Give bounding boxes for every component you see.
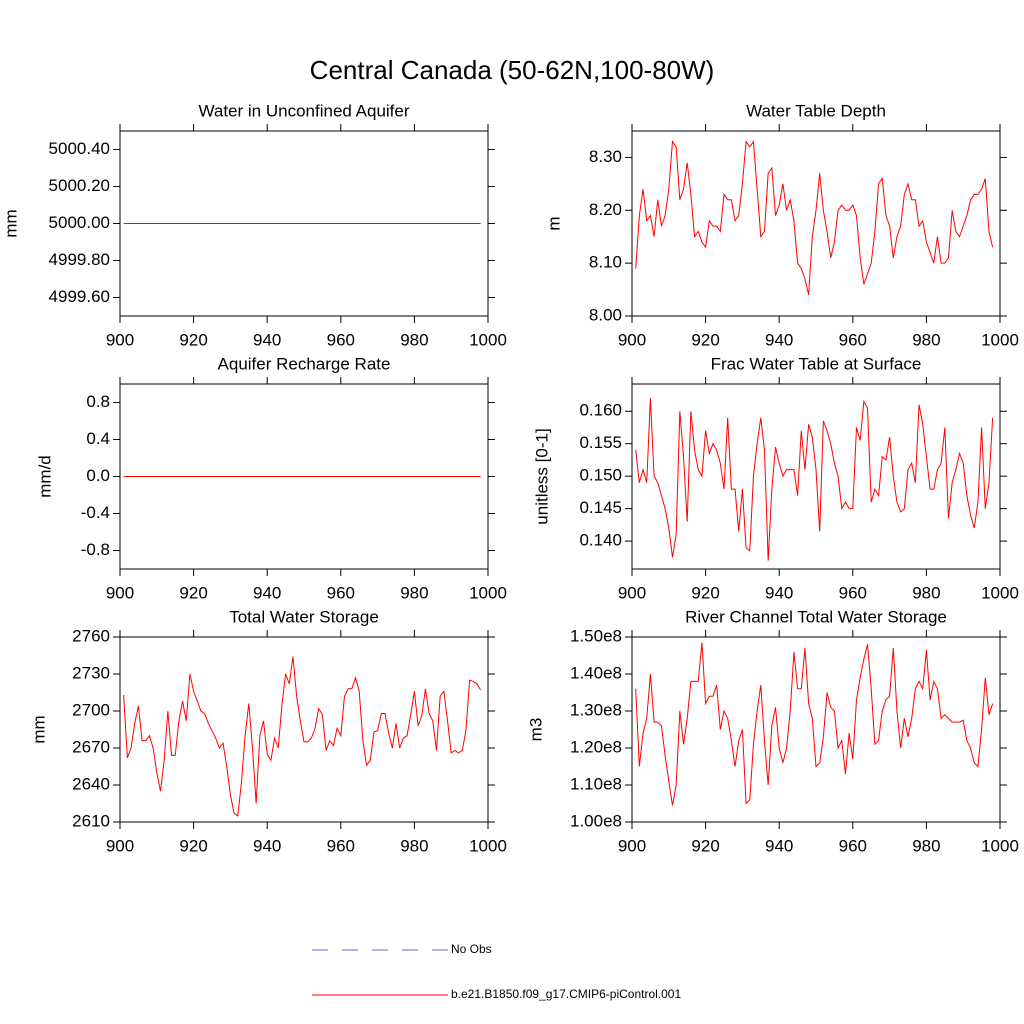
x-tick-label: 960	[327, 583, 355, 602]
y-tick-label: 8.10	[589, 253, 622, 272]
plot-frame	[119, 636, 489, 823]
panel-title: Total Water Storage	[229, 607, 379, 626]
data-line	[635, 140, 994, 295]
x-tick-label: 980	[400, 330, 428, 349]
panel-title: River Channel Total Water Storage	[685, 607, 947, 626]
x-tick-label: 940	[253, 836, 281, 855]
panel-title: Aquifer Recharge Rate	[218, 354, 391, 373]
y-tick-label: 2730	[72, 663, 110, 682]
y-tick-label: 0.160	[579, 401, 622, 420]
y-tick-label: 1.10e8	[570, 774, 622, 793]
y-axis-label: mm	[1, 209, 20, 237]
y-tick-label: -0.4	[81, 503, 110, 522]
y-tick-label: 0.0	[86, 466, 110, 485]
y-tick-label: 0.140	[579, 531, 622, 550]
y-tick-label: 8.00	[589, 305, 622, 324]
x-tick-label: 900	[618, 330, 646, 349]
y-tick-label: 4999.80	[49, 250, 110, 269]
y-axis-label: m	[544, 216, 563, 230]
x-tick-label: 1000	[469, 583, 507, 602]
x-tick-label: 920	[691, 583, 719, 602]
y-tick-label: 8.30	[589, 147, 622, 166]
y-axis-label: mm/d	[35, 455, 54, 498]
data-line	[123, 656, 482, 817]
y-axis-label: mm	[29, 715, 48, 743]
panel-title: Water Table Depth	[746, 101, 886, 120]
y-tick-label: 2610	[72, 811, 110, 830]
legend-label: No Obs	[451, 942, 492, 956]
y-tick-label: 5000.40	[49, 139, 110, 158]
x-tick-label: 980	[400, 836, 428, 855]
x-tick-label: 960	[327, 330, 355, 349]
y-tick-label: 0.4	[86, 429, 110, 448]
figure-title: Central Canada (50-62N,100-80W)	[310, 55, 715, 85]
y-tick-label: 1.00e8	[570, 811, 622, 830]
x-tick-label: 980	[912, 330, 940, 349]
y-tick-label: 1.40e8	[570, 663, 622, 682]
x-tick-label: 920	[179, 330, 207, 349]
data-line	[635, 642, 994, 806]
x-tick-label: 1000	[981, 330, 1019, 349]
x-tick-label: 980	[912, 836, 940, 855]
x-tick-label: 960	[839, 330, 867, 349]
y-tick-label: 1.50e8	[570, 626, 622, 645]
y-tick-label: 0.150	[579, 466, 622, 485]
y-tick-label: 2670	[72, 737, 110, 756]
x-tick-label: 940	[765, 583, 793, 602]
plot-frame	[631, 636, 1001, 823]
y-tick-label: 2640	[72, 774, 110, 793]
x-tick-label: 920	[179, 836, 207, 855]
x-tick-label: 1000	[469, 836, 507, 855]
y-tick-label: 0.145	[579, 498, 622, 517]
x-tick-label: 940	[253, 583, 281, 602]
x-tick-label: 960	[839, 836, 867, 855]
x-tick-label: 920	[179, 583, 207, 602]
x-tick-label: 980	[400, 583, 428, 602]
x-tick-label: 1000	[469, 330, 507, 349]
x-tick-label: 1000	[981, 583, 1019, 602]
legend-label: b.e21.B1850.f09_g17.CMIP6-piControl.001	[451, 987, 681, 1001]
x-tick-label: 960	[327, 836, 355, 855]
y-tick-label: 2700	[72, 700, 110, 719]
x-tick-label: 960	[839, 583, 867, 602]
x-tick-label: 900	[618, 583, 646, 602]
x-tick-label: 900	[106, 330, 134, 349]
x-tick-label: 940	[253, 330, 281, 349]
y-tick-label: 4999.60	[49, 287, 110, 306]
plot-frame	[631, 130, 1001, 317]
x-tick-label: 940	[765, 836, 793, 855]
y-axis-label: unitless [0-1]	[532, 428, 551, 524]
data-line	[635, 398, 994, 561]
y-tick-label: -0.8	[81, 540, 110, 559]
y-tick-label: 5000.20	[49, 176, 110, 195]
y-tick-label: 1.20e8	[570, 737, 622, 756]
y-tick-label: 1.30e8	[570, 700, 622, 719]
x-tick-label: 1000	[981, 836, 1019, 855]
y-tick-label: 2760	[72, 626, 110, 645]
x-tick-label: 920	[691, 836, 719, 855]
panel-title: Frac Water Table at Surface	[711, 354, 922, 373]
x-tick-label: 900	[106, 836, 134, 855]
y-tick-label: 0.155	[579, 433, 622, 452]
y-tick-label: 5000.00	[49, 213, 110, 232]
x-tick-label: 900	[618, 836, 646, 855]
y-axis-label: m3	[526, 718, 545, 742]
y-tick-label: 8.20	[589, 200, 622, 219]
x-tick-label: 940	[765, 330, 793, 349]
x-tick-label: 920	[691, 330, 719, 349]
x-tick-label: 900	[106, 583, 134, 602]
x-tick-label: 980	[912, 583, 940, 602]
panel-title: Water in Unconfined Aquifer	[198, 101, 409, 120]
y-tick-label: 0.8	[86, 392, 110, 411]
